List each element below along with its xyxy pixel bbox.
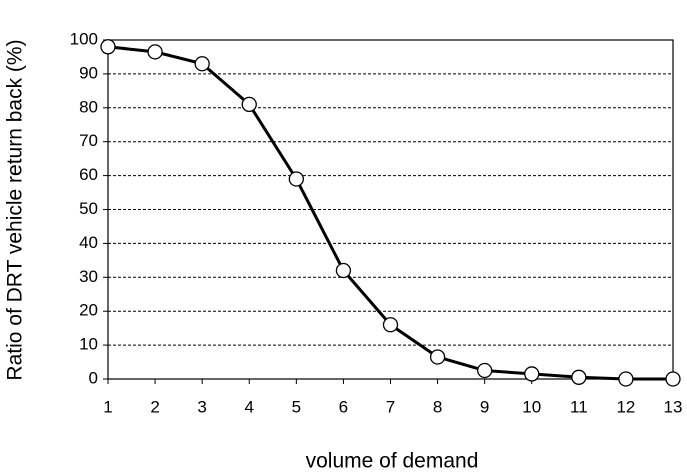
x-tick-label: 8: [433, 397, 442, 416]
x-axis-title: volume of demand: [306, 450, 479, 473]
marker: [194, 56, 210, 72]
y-tick-label: 20: [79, 301, 98, 320]
y-tick-label: 10: [79, 335, 98, 354]
x-tick-label: 4: [245, 397, 254, 416]
x-tick-label: 3: [197, 397, 206, 416]
marker: [618, 371, 634, 387]
marker: [571, 369, 587, 385]
y-axis-title: Ratio of DRT vehicle return back (%): [4, 39, 27, 380]
y-tick-label: 90: [79, 63, 98, 82]
x-tick-label: 11: [570, 397, 588, 416]
marker: [429, 349, 446, 365]
marker: [665, 371, 681, 387]
marker: [241, 96, 257, 113]
x-tick-label: 5: [292, 397, 301, 416]
marker: [335, 262, 352, 279]
x-tick-label: 13: [664, 397, 683, 416]
y-tick-label: 60: [79, 165, 98, 184]
x-tick-label: 7: [386, 397, 395, 416]
y-tick-label: 80: [79, 97, 98, 116]
marker: [147, 44, 163, 60]
marker: [477, 362, 493, 379]
marker: [100, 39, 116, 55]
marker: [382, 317, 399, 333]
y-tick-label: 40: [79, 233, 98, 252]
y-tick-label: 50: [79, 199, 98, 218]
x-tick-label: 2: [150, 397, 159, 416]
y-tick-label: 100: [70, 29, 98, 48]
x-tick-label: 1: [103, 397, 112, 416]
x-tick-label: 6: [339, 397, 348, 416]
x-tick-label: 12: [616, 397, 635, 416]
x-tick-label: 9: [480, 397, 489, 416]
y-tick-label: 0: [89, 368, 98, 387]
marker: [524, 366, 540, 382]
y-tick-label: 70: [79, 131, 98, 150]
marker: [288, 171, 304, 187]
y-tick-label: 30: [79, 267, 98, 286]
x-tick-label: 10: [522, 397, 541, 416]
plot-frame: [107, 39, 674, 380]
